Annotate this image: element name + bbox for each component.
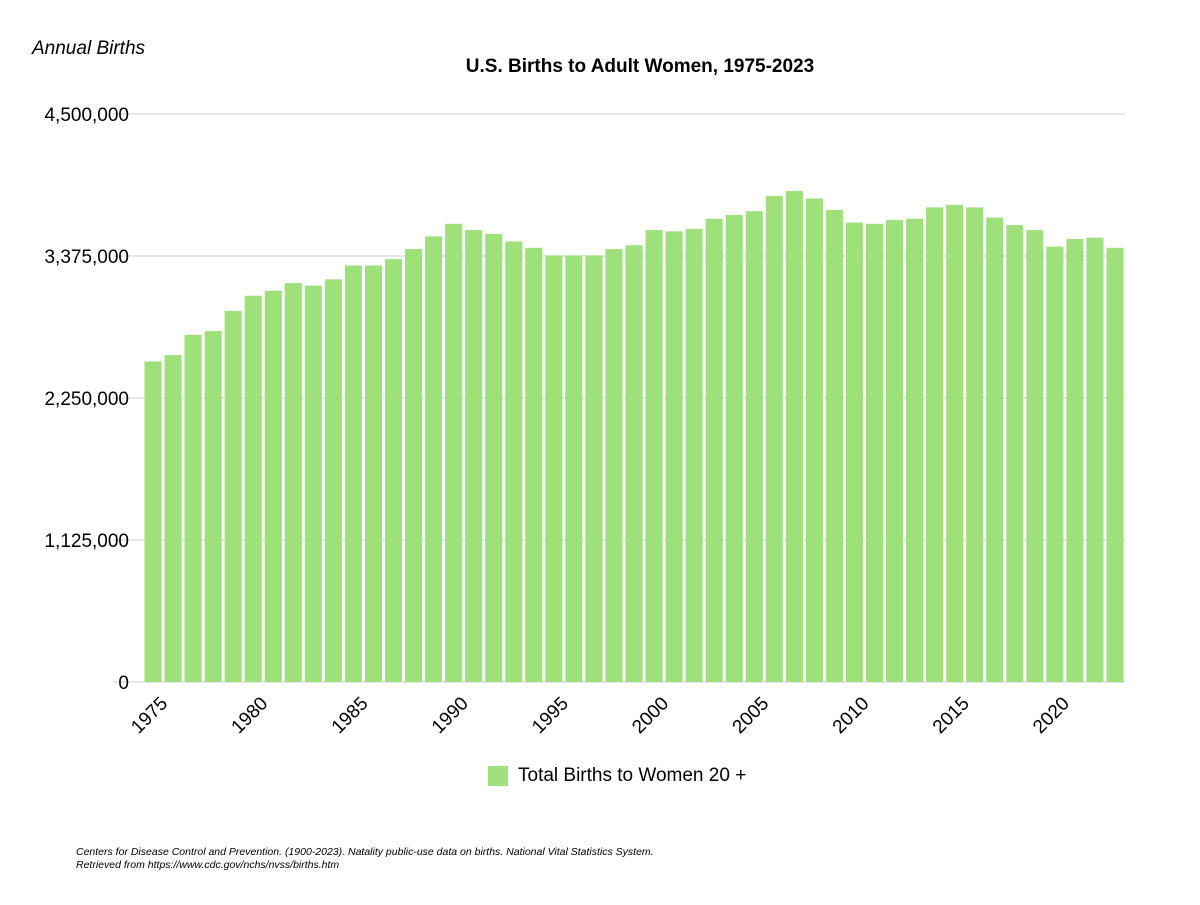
bar-2009 (825, 209, 843, 682)
bar-2007 (785, 190, 803, 683)
bar-2001 (665, 231, 683, 683)
bars (144, 190, 1124, 683)
y-tick-label: 4,500,000 (44, 105, 129, 126)
bar-1988 (405, 249, 423, 682)
bar-2020 (1046, 246, 1064, 683)
bar-1982 (284, 283, 302, 682)
bar-1975 (144, 361, 162, 682)
x-tick-labels: 1975 1980 1985 1990 1995 2000 2005 2010 2015 2020 (127, 693, 1074, 738)
x-tick-label: 2005 (729, 693, 774, 738)
bar-2023 (1106, 247, 1124, 682)
bar-2014 (926, 207, 944, 682)
y-axis-label: Annual Births (32, 38, 146, 59)
bar-1991 (465, 230, 483, 682)
y-tick-label: 0 (118, 673, 129, 694)
bar-2000 (645, 230, 663, 682)
source-line-2: Retrieved from https://www.cdc.gov/nchs/… (76, 859, 340, 871)
x-tick-label: 2020 (1029, 693, 1074, 738)
source-line-1: Centers for Disease Control and Preventi… (76, 846, 654, 858)
bar-2019 (1026, 230, 1044, 682)
bar-2005 (745, 211, 763, 683)
bar-1997 (585, 255, 603, 682)
x-tick-label: 1995 (528, 693, 573, 738)
x-tick-label: 2015 (929, 693, 974, 738)
x-tick-label: 2000 (628, 693, 673, 738)
bar-1986 (364, 265, 382, 682)
bar-1998 (605, 249, 623, 682)
bar-1996 (565, 255, 583, 682)
y-tick-labels: 0 1,125,000 2,250,000 3,375,000 4,500,000 (44, 105, 129, 694)
bar-2017 (986, 217, 1004, 682)
bar-1987 (384, 259, 403, 682)
bar-2012 (886, 220, 904, 682)
x-tick-label: 1975 (127, 693, 172, 738)
bar-1992 (485, 233, 503, 682)
x-tick-label: 1990 (428, 693, 473, 738)
bar-1990 (445, 223, 463, 682)
bar-2022 (1086, 237, 1104, 682)
bar-1981 (264, 290, 282, 682)
bar-2016 (966, 207, 984, 682)
bar-1983 (304, 285, 322, 682)
bar-2006 (765, 196, 783, 683)
y-tick-label: 2,250,000 (44, 389, 129, 410)
bar-2008 (805, 198, 823, 682)
bar-2011 (865, 223, 884, 682)
y-tick-label: 3,375,000 (44, 247, 129, 268)
source-citation: Centers for Disease Control and Preventi… (76, 846, 654, 872)
bar-1995 (545, 255, 563, 682)
bar-1979 (224, 310, 242, 682)
legend: Total Births to Women 20 + (488, 765, 746, 787)
x-tick-label: 2010 (829, 693, 874, 738)
bar-1984 (324, 279, 342, 682)
bar-1980 (244, 295, 262, 682)
y-tick-label: 1,125,000 (44, 531, 129, 552)
legend-swatch (488, 766, 508, 786)
bar-2002 (685, 228, 703, 682)
bar-2003 (705, 218, 723, 682)
bar-2021 (1066, 238, 1084, 682)
bar-1978 (204, 331, 222, 682)
bar-1989 (425, 236, 443, 683)
chart-title: U.S. Births to Adult Women, 1975-2023 (465, 56, 815, 77)
bar-2013 (906, 218, 924, 682)
bar-1999 (625, 245, 643, 682)
bar-2018 (1006, 225, 1024, 682)
bar-2004 (725, 214, 743, 682)
bar-1977 (184, 334, 202, 682)
bar-2010 (845, 222, 863, 682)
bar-1985 (344, 265, 362, 682)
bar-1993 (505, 241, 523, 683)
bar-2015 (946, 204, 964, 682)
x-tick-label: 1980 (228, 693, 273, 738)
x-tick-label: 1985 (328, 693, 373, 738)
bar-1994 (525, 247, 543, 682)
legend-label: Total Births to Women 20 + (518, 765, 747, 786)
bar-1976 (164, 355, 182, 682)
